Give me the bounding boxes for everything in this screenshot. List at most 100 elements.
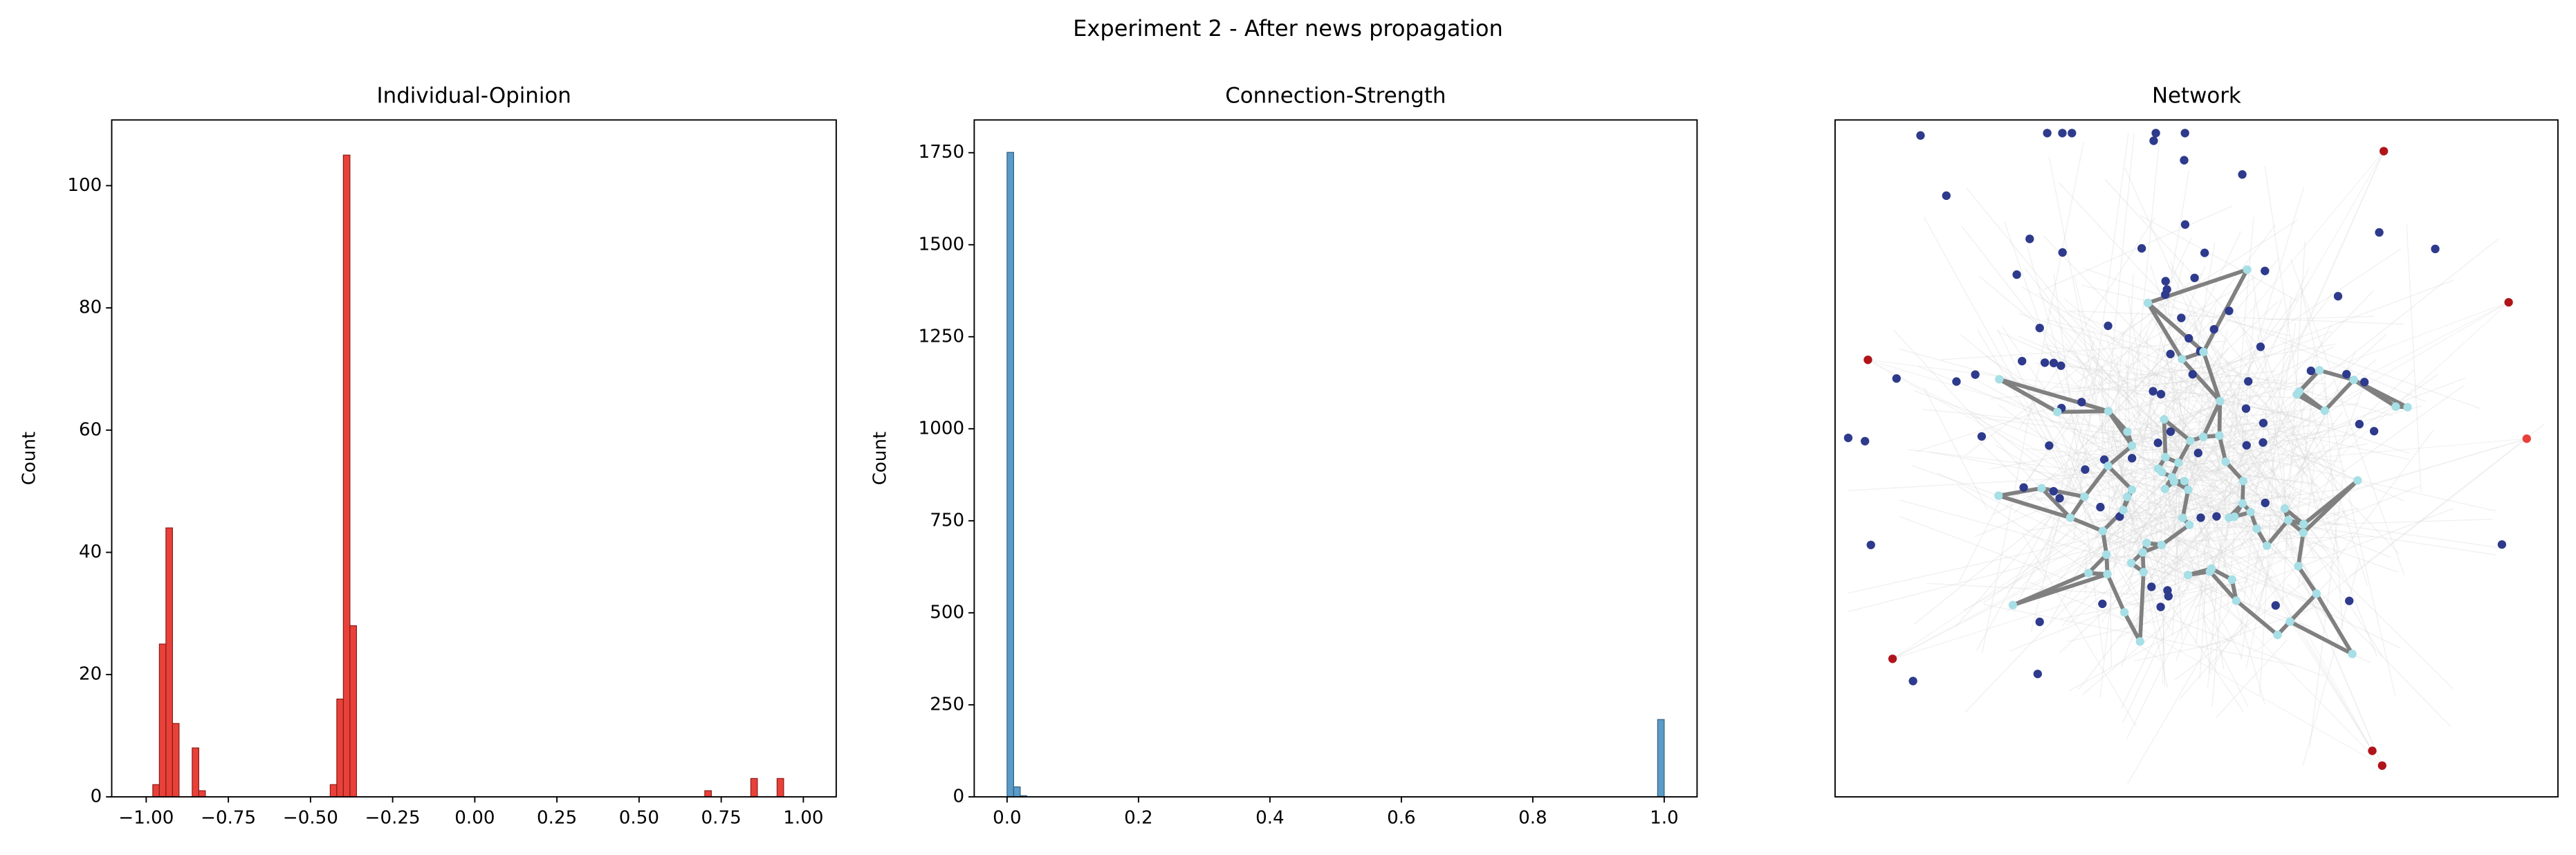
faint-edge xyxy=(2280,151,2384,386)
faint-edge xyxy=(1966,187,2117,371)
node xyxy=(1971,370,1980,379)
node xyxy=(1977,432,1987,441)
faint-edge xyxy=(2268,454,2275,545)
faint-edge xyxy=(2144,170,2190,441)
faint-edge xyxy=(2199,503,2212,679)
node xyxy=(2246,508,2255,517)
node xyxy=(2180,156,2189,165)
bar xyxy=(750,778,758,798)
node xyxy=(2099,455,2109,464)
node xyxy=(2138,548,2147,557)
faint-edge xyxy=(1868,359,2231,406)
faint-edge xyxy=(2140,372,2246,459)
faint-edge xyxy=(2104,178,2270,358)
node xyxy=(2033,670,2042,679)
x-tick-label: 0.2 xyxy=(1124,807,1153,828)
node xyxy=(2183,570,2193,580)
node xyxy=(2012,270,2021,279)
strong-edge xyxy=(1998,486,2042,498)
node xyxy=(2258,438,2267,447)
node xyxy=(2184,333,2193,343)
faint-edge xyxy=(2006,385,2372,612)
node xyxy=(2522,434,2531,443)
faint-edge xyxy=(2164,370,2224,562)
node xyxy=(2104,321,2113,331)
faint-edge xyxy=(2173,360,2254,496)
node xyxy=(2207,564,2216,573)
faint-edge xyxy=(2281,241,2306,605)
faint-edge xyxy=(2066,618,2167,643)
node xyxy=(2212,512,2221,521)
node xyxy=(2153,439,2162,448)
faint-edge xyxy=(2077,487,2218,561)
node xyxy=(2157,540,2166,549)
faint-edge xyxy=(2227,297,2256,609)
faint-edge xyxy=(2021,286,2210,395)
faint-edge xyxy=(2096,458,2170,555)
faint-edge xyxy=(2092,405,2422,493)
faint-edge xyxy=(2034,362,2314,393)
faint-edge xyxy=(2097,368,2176,453)
faint-edge xyxy=(2013,283,2251,514)
node xyxy=(2149,136,2158,145)
faint-edge xyxy=(2060,580,2248,620)
faint-edge xyxy=(2124,167,2325,613)
faint-edge xyxy=(2146,331,2159,564)
node xyxy=(1860,436,1870,445)
faint-edge xyxy=(2225,360,2241,439)
faint-edge xyxy=(2203,349,2383,766)
faint-edge xyxy=(2058,182,2346,491)
faint-edge xyxy=(2066,358,2377,627)
y-tick-label: 1500 xyxy=(919,234,964,255)
node xyxy=(2355,419,2364,429)
faint-edge xyxy=(1965,512,2156,713)
node xyxy=(2184,485,2193,495)
node xyxy=(2156,389,2166,398)
faint-edge xyxy=(2178,309,2193,340)
faint-edge xyxy=(2079,438,2527,479)
faint-edge xyxy=(2098,502,2156,545)
bar xyxy=(776,778,784,798)
faint-edge xyxy=(2004,221,2112,528)
node xyxy=(2043,129,2052,138)
plot-frame xyxy=(973,119,1698,798)
strong-edge xyxy=(2087,553,2108,575)
faint-edge xyxy=(2059,441,2287,654)
faint-edge xyxy=(2194,239,2499,481)
faint-edge xyxy=(2204,556,2288,596)
faint-edge xyxy=(2018,335,2357,480)
node xyxy=(2142,538,2151,548)
node xyxy=(2158,468,2166,477)
faint-edge xyxy=(2005,291,2173,508)
strong-edge xyxy=(2224,460,2245,483)
bar xyxy=(192,747,199,798)
faint-edge xyxy=(1937,472,2094,549)
node xyxy=(1888,654,1897,663)
faint-edge xyxy=(2137,556,2244,712)
y-axis-label: Count xyxy=(870,432,891,486)
bar xyxy=(1013,786,1021,798)
faint-edge xyxy=(2300,411,2344,468)
node xyxy=(2353,476,2362,485)
y-tick-label: 0 xyxy=(91,786,102,807)
faint-edge xyxy=(2100,449,2124,466)
node xyxy=(2256,342,2265,351)
node xyxy=(2128,441,2137,450)
faint-edge xyxy=(2140,214,2299,302)
node xyxy=(2084,569,2093,578)
node xyxy=(2164,591,2173,601)
faint-edge xyxy=(2207,389,2236,688)
faint-edge xyxy=(2254,556,2265,592)
node xyxy=(2238,499,2247,508)
faint-edge xyxy=(2149,383,2182,573)
node xyxy=(2391,402,2400,412)
faint-edge xyxy=(2026,244,2085,443)
faint-edge xyxy=(2043,343,2189,385)
strong-edge xyxy=(2289,620,2353,656)
faint-edge xyxy=(1960,333,2180,515)
faint-edge xyxy=(1989,422,2255,470)
node xyxy=(2209,324,2218,334)
node xyxy=(2200,248,2209,257)
faint-edge xyxy=(2219,290,2374,452)
faint-edge xyxy=(1848,523,2191,612)
